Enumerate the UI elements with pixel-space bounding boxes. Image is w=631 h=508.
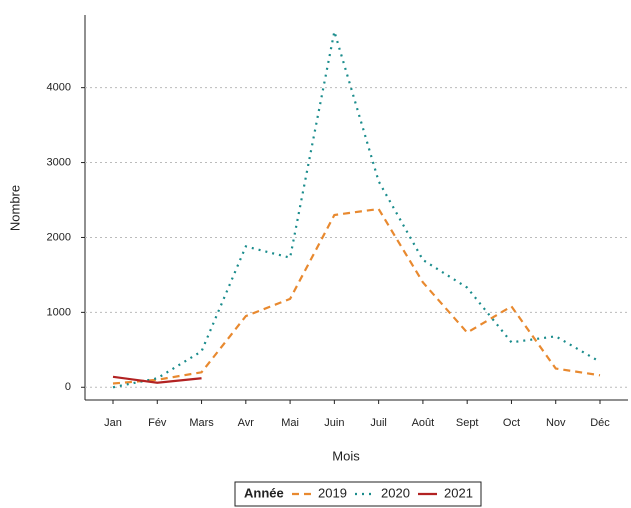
y-tick-label: 1000 [47, 306, 71, 318]
y-axis-title: Nombre [7, 185, 22, 231]
x-tick-label: Août [412, 417, 435, 429]
x-axis-title: Mois [332, 448, 360, 463]
legend-label: 2021 [444, 485, 473, 500]
x-tick-label: Nov [546, 417, 566, 429]
x-tick-label: Oct [503, 417, 520, 429]
legend-title: Année [244, 485, 284, 500]
x-tick-label: Juil [370, 417, 387, 429]
y-tick-label: 2000 [47, 231, 71, 243]
legend-label: 2020 [381, 485, 410, 500]
x-tick-label: Avr [238, 417, 255, 429]
series-line [112, 31, 601, 389]
x-tick-label: Fév [148, 417, 167, 429]
y-tick-label: 3000 [47, 156, 71, 168]
legend-label: 2019 [318, 485, 347, 500]
series-line [112, 207, 601, 385]
x-tick-label: Déc [590, 417, 610, 429]
x-tick-label: Mars [189, 417, 214, 429]
y-tick-label: 4000 [47, 82, 71, 94]
x-tick-label: Mai [281, 417, 299, 429]
series-line [112, 375, 202, 384]
x-tick-label: Jan [104, 417, 122, 429]
y-tick-label: 0 [65, 381, 71, 393]
x-tick-label: Sept [456, 417, 479, 429]
x-tick-label: Juin [324, 417, 344, 429]
legend-box [234, 481, 482, 507]
